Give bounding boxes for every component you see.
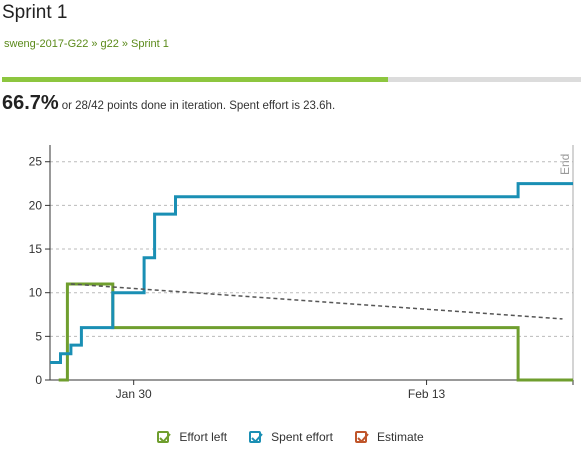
check-icon [159,433,172,443]
breadcrumb: sweng-2017-G22» g22» Sprint 1 [4,38,169,50]
check-icon [251,433,263,443]
breadcrumb-sprint-link[interactable]: Sprint 1 [131,38,169,50]
legend-label: Effort left [179,430,228,444]
y-tick-label: 10 [29,286,43,300]
page-title: Sprint 1 [2,2,68,23]
legend-item-estimate[interactable]: Estimate [354,430,424,444]
legend-item-spent-effort[interactable]: Spent effort [249,430,333,444]
burndown-chart: 0 5 10 15 20 25 Jan 30 Feb 13 End [29,145,574,400]
x-tick-label: Jan 30 [116,387,152,400]
x-tick-label: Feb 13 [408,387,446,400]
legend-label: Spent effort [271,430,333,444]
progress-summary-text: or 28/42 points done in iteration. Spent… [61,100,336,112]
effort-left-line [58,282,573,382]
y-tick-label: 20 [29,198,43,212]
checkbox-spent-effort[interactable] [249,431,263,443]
breadcrumb-separator: » [121,38,128,50]
breadcrumb-project-link[interactable]: sweng-2017-G22 [4,38,89,50]
checkbox-effort-left[interactable] [157,431,172,443]
legend-label: Estimate [376,430,424,444]
check-icon [357,433,369,443]
breadcrumb-separator: » [91,38,98,50]
spent-effort-line [50,182,573,364]
breadcrumb-team-link[interactable]: g22 [100,38,119,50]
chart-legend: Effort left Spent effort Estimate [0,430,581,444]
end-marker-label: End [558,154,572,175]
iteration-progress-bar [2,77,581,82]
legend-item-effort-left[interactable]: Effort left [157,430,227,444]
progress-summary: 66.7% or 28/42 points done in iteration. … [2,92,335,115]
checkbox-estimate[interactable] [354,431,369,443]
estimate-line [70,283,563,320]
y-tick-label: 0 [35,373,42,387]
y-tick-label: 25 [29,155,43,169]
y-tick-label: 5 [35,329,42,343]
progress-percent: 66.7% [2,92,59,114]
iteration-progress-fill [2,77,389,82]
y-tick-label: 15 [29,242,43,256]
